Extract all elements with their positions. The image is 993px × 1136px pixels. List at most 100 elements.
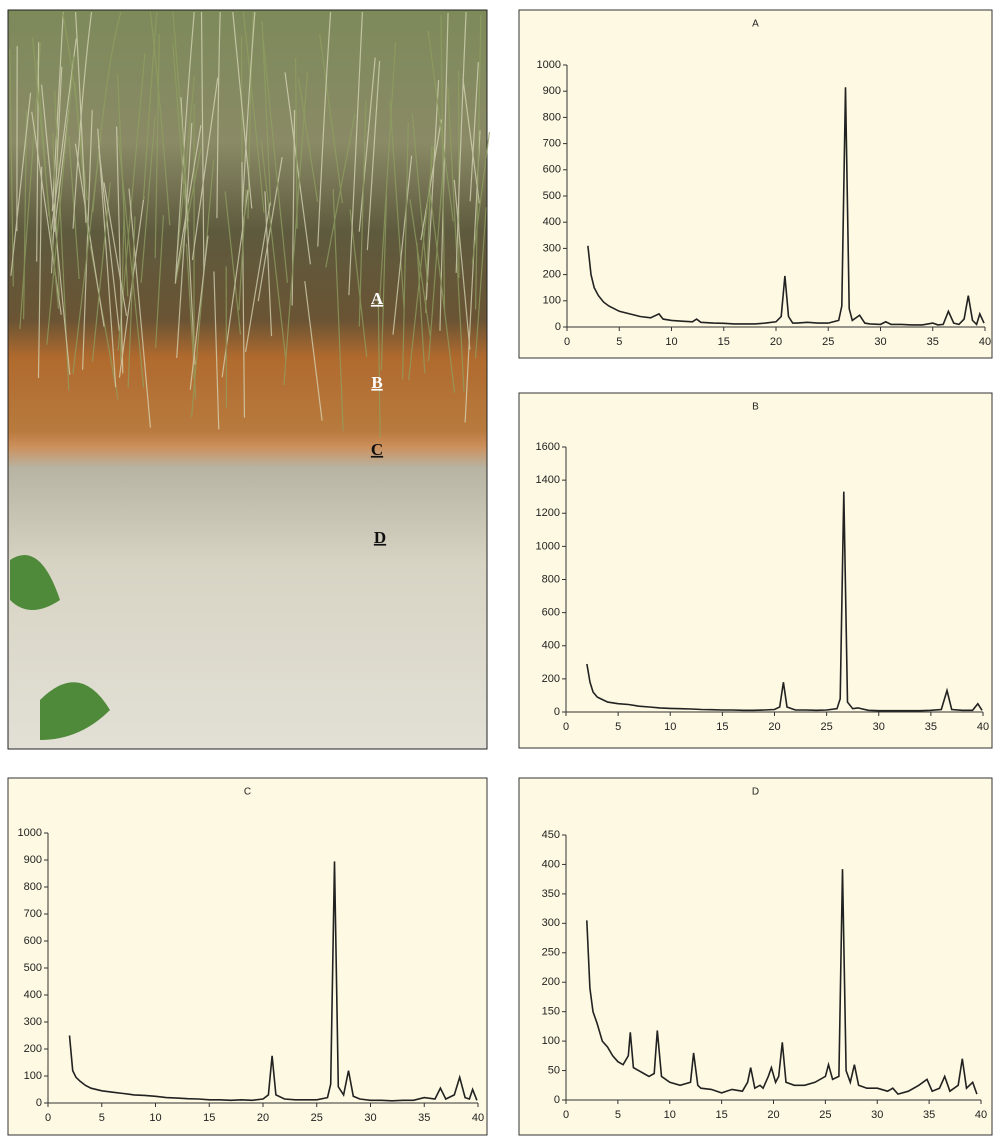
grass-blade: [420, 119, 443, 241]
grass-blade: [439, 12, 449, 331]
y-tick-label: 400: [543, 216, 561, 228]
grass-blade: [297, 78, 319, 202]
grass-blade: [81, 110, 93, 370]
x-tick-label: 0: [563, 1109, 569, 1121]
y-tick-label: 1200: [536, 507, 560, 519]
grass-blade: [429, 190, 456, 393]
photo: A B C D: [7, 9, 491, 750]
grass-blade: [428, 169, 444, 362]
x-tick-label: 30: [874, 336, 886, 348]
x-tick-label: 0: [45, 1112, 51, 1124]
photo-label: D: [374, 528, 386, 547]
y-tick-label: 200: [542, 976, 560, 988]
x-tick-label: 5: [616, 336, 622, 348]
y-tick-label: 300: [24, 1016, 42, 1028]
x-tick-label: 20: [257, 1112, 269, 1124]
xrd-line: [586, 491, 983, 712]
grass-blade: [411, 113, 429, 283]
grass-blade: [241, 11, 256, 208]
grass-blade: [377, 294, 381, 438]
chart-panel: [518, 392, 993, 749]
grass-blade: [358, 57, 376, 232]
grass-blade: [140, 116, 156, 283]
grass-blade: [462, 78, 480, 204]
y-tick-label: 0: [554, 706, 560, 718]
x-tick-label: 30: [364, 1112, 376, 1124]
y-tick-label: 200: [543, 269, 561, 281]
grass-blade: [247, 11, 254, 219]
grass-blade: [447, 85, 465, 392]
x-tick-label: 20: [768, 721, 780, 733]
y-tick-label: 200: [542, 673, 560, 685]
y-tick-label: 400: [542, 640, 560, 652]
x-tick-label: 25: [822, 336, 834, 348]
grass-blade: [155, 215, 165, 348]
grass-blade: [425, 80, 440, 300]
grass-blade: [128, 188, 152, 428]
grass-blade: [304, 281, 323, 421]
y-tick-label: 250: [542, 947, 560, 959]
chart-title: D: [752, 787, 759, 798]
grass-blade: [440, 15, 446, 308]
y-tick-label: 800: [24, 881, 42, 893]
grass-blade: [474, 207, 487, 359]
x-tick-label: 0: [564, 336, 570, 348]
grass-blade: [127, 216, 136, 388]
y-tick-label: 500: [543, 190, 561, 202]
x-tick-label: 40: [472, 1112, 484, 1124]
grass-blade: [242, 11, 265, 213]
grass-blade: [469, 62, 479, 202]
grass-blade: [154, 33, 160, 259]
x-tick-label: 35: [925, 721, 937, 733]
grass-blade: [332, 188, 344, 431]
y-tick-label: 100: [543, 295, 561, 307]
y-tick-label: 500: [24, 962, 42, 974]
x-tick-label: 40: [979, 336, 991, 348]
grass-blade: [175, 125, 202, 278]
y-tick-label: 150: [542, 1006, 560, 1018]
grass-blade: [317, 11, 332, 247]
x-tick-label: 5: [615, 721, 621, 733]
grass-blade: [36, 42, 40, 262]
grass-blade: [51, 11, 64, 212]
y-tick-label: 700: [24, 908, 42, 920]
x-tick-label: 15: [718, 336, 730, 348]
chart-title: A: [752, 19, 759, 30]
x-tick-label: 10: [665, 336, 677, 348]
grass-blade: [262, 36, 289, 283]
photo-label: C: [371, 440, 383, 459]
xrd-line: [587, 87, 985, 326]
y-tick-label: 600: [543, 164, 561, 176]
x-tick-label: 10: [664, 1109, 676, 1121]
grass-blade: [37, 166, 43, 378]
grass-blade: [245, 202, 271, 352]
chart-panel: [7, 777, 488, 1136]
y-tick-label: 300: [543, 242, 561, 254]
grass-blade: [74, 82, 89, 236]
grass-blade: [264, 191, 273, 337]
grass-blade: [238, 189, 247, 311]
x-tick-label: 35: [923, 1109, 935, 1121]
x-tick-label: 25: [821, 721, 833, 733]
grass-blade: [474, 15, 482, 310]
grass-blade: [389, 100, 405, 309]
grass-blade: [149, 11, 171, 226]
grass-blade: [416, 242, 426, 374]
grass-blade: [31, 111, 62, 315]
x-tick-label: 30: [871, 1109, 883, 1121]
grass-blade: [284, 72, 312, 265]
grass-blade: [213, 271, 220, 430]
y-tick-label: 800: [542, 573, 560, 585]
grass-blade: [97, 128, 117, 388]
grass-blade: [401, 121, 409, 380]
y-tick-label: 1400: [536, 474, 560, 486]
x-tick-label: 35: [418, 1112, 430, 1124]
grass-blade: [455, 11, 467, 273]
x-tick-label: 5: [615, 1109, 621, 1121]
grass-blade: [408, 146, 435, 381]
x-tick-label: 15: [716, 721, 728, 733]
y-tick-label: 1000: [536, 540, 560, 552]
y-tick-label: 1000: [18, 827, 42, 839]
